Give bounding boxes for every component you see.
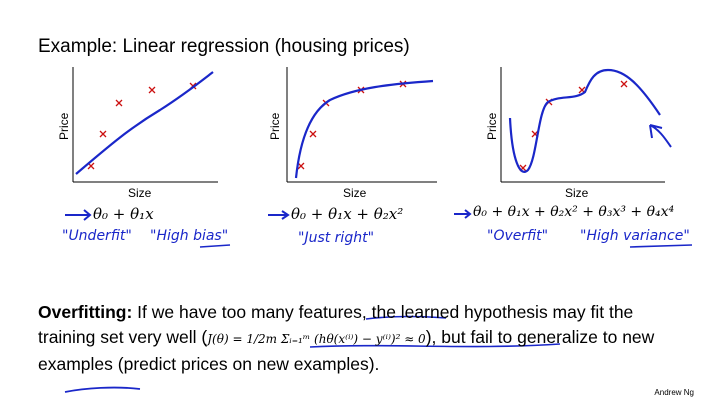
underline-features [365,315,447,320]
fit-line [75,71,214,175]
note-overfit: "Overfit" [487,228,549,244]
y-axis-label: Price [268,112,282,140]
x-axis-label: Size [343,186,367,200]
note-high-variance: "High variance" [580,228,690,244]
underline-generalize [64,386,141,393]
cost-formula: J(θ) = 1/2m Σᵢ₌₁ᵐ (hθ(x⁽ⁱ⁾) − y⁽ⁱ⁾)² ≈ 0 [207,332,426,346]
overfitting-term: Overfitting: [38,302,133,322]
author-credit: Andrew Ng [654,388,694,397]
underline [629,244,693,248]
plot-just-right [286,67,437,183]
overfitting-paragraph: Overfitting: If we have too many feature… [38,300,678,377]
x-axis-label: Size [128,186,152,200]
note-underfit: "Underfit" [62,228,132,244]
y-axis-label: Price [57,112,71,140]
arrow-icon [268,210,290,220]
arrow-icon [454,209,472,219]
slide-title: Example: Linear regression (housing pric… [38,36,410,57]
underline-formula [309,343,561,348]
plot-overfit [500,67,672,183]
equation-underfit: θ₀ + θ₁x [93,205,154,223]
annotation-arrow [649,124,672,148]
x-axis-label: Size [565,186,589,200]
note-just-right: "Just right" [298,230,375,246]
note-high-bias: "High bias" [150,228,229,244]
equation-just-right: θ₀ + θ₁x + θ₂x² [291,205,404,223]
arrow-icon [65,209,92,221]
equation-overfit: θ₀ + θ₁x + θ₂x² + θ₃x³ + θ₄x⁴ [473,204,675,220]
plot-underfit [72,67,218,183]
paragraph-text-2: ), but fail to generalize to new example… [38,327,655,374]
paragraph-text-1: If we have too many features, the learne… [38,302,634,347]
y-axis-label: Price [485,112,499,140]
underline [199,244,231,248]
